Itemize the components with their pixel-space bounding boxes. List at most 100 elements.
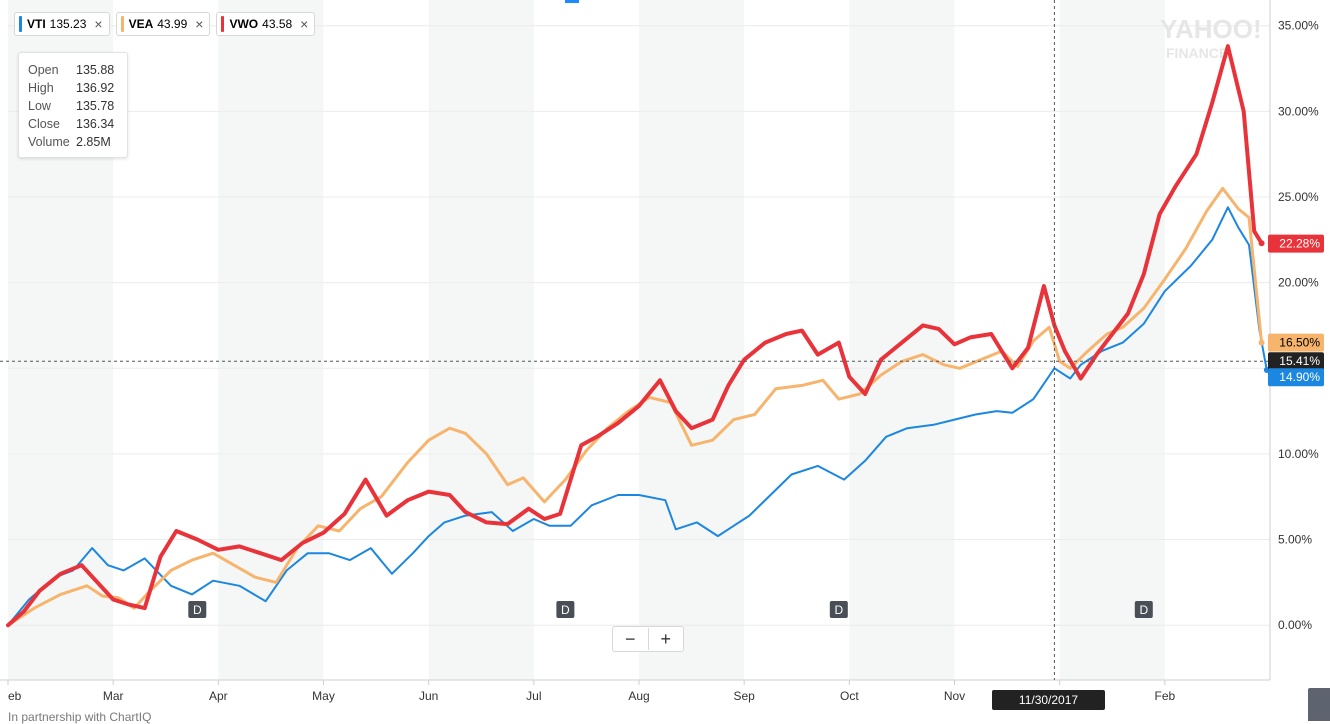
x-tick-label: eb xyxy=(8,689,22,703)
end-label-box xyxy=(1268,234,1324,253)
y-tick-label: 25.00% xyxy=(1278,190,1319,204)
dividend-label: D xyxy=(834,603,843,617)
dividend-label: D xyxy=(561,603,570,617)
ohlc-open-row: Open 135.88 xyxy=(19,61,127,79)
y-tick-label: 35.00% xyxy=(1278,19,1319,33)
dividend-marker[interactable]: D xyxy=(1134,601,1153,618)
vea-color-swatch xyxy=(120,16,124,32)
vwo-price: 43.58 xyxy=(262,17,293,31)
end-label: 14.90% xyxy=(1268,368,1324,387)
month-band xyxy=(639,0,745,680)
zoom-controls: − + xyxy=(612,626,684,652)
vea-symbol: VEA xyxy=(128,17,154,31)
low-value: 135.78 xyxy=(76,99,115,113)
watermark-line2: FINANCE xyxy=(1166,45,1228,61)
vea-price: 43.99 xyxy=(157,17,188,31)
x-tick-label: Jun xyxy=(419,689,438,703)
dividend-box xyxy=(1134,601,1153,618)
month-band xyxy=(849,0,955,680)
dividend-box xyxy=(556,601,575,618)
x-tick-label: Oct xyxy=(840,689,859,703)
x-tick-label: Aug xyxy=(628,689,649,703)
x-tick-label: Nov xyxy=(944,689,965,703)
ohlc-volume-row: Volume 2.85M xyxy=(19,133,127,151)
month-bands xyxy=(8,0,1165,680)
dividend-label: D xyxy=(193,603,202,617)
high-value: 136.92 xyxy=(76,81,115,95)
remove-vea-icon[interactable]: × xyxy=(195,16,204,32)
dividend-marker[interactable]: D xyxy=(829,601,848,618)
dividend-marker[interactable]: D xyxy=(556,601,575,618)
chartiq-credit: In partnership with ChartIQ xyxy=(8,710,152,724)
open-label: Open xyxy=(28,63,59,77)
legend-tag-vea[interactable]: VEA 43.99 × xyxy=(115,12,211,36)
volume-value: 2.85M xyxy=(76,135,111,149)
zoom-in-button[interactable]: + xyxy=(660,629,671,649)
series-lines xyxy=(6,44,1270,628)
month-band xyxy=(218,0,324,680)
x-tick-label: Mar xyxy=(103,689,124,703)
dividend-marker[interactable]: D xyxy=(188,601,207,618)
end-label-box xyxy=(1268,352,1324,371)
low-label: Low xyxy=(28,99,51,113)
vwo-symbol: VWO xyxy=(229,17,259,31)
end-value-labels: 22.28% 16.50% 15.41% 14.90% xyxy=(1268,234,1324,387)
yahoo-finance-watermark: YAHOO! FINANCE xyxy=(1160,14,1262,61)
open-value: 135.88 xyxy=(76,63,115,77)
close-label: Close xyxy=(28,117,60,131)
ohlc-tooltip: Open 135.88 High 136.92 Low 135.78 Close 136… xyxy=(18,52,128,158)
x-tick-label: Feb xyxy=(1154,689,1175,703)
end-label-text: 14.90% xyxy=(1279,370,1320,384)
end-label: 15.41% xyxy=(1268,352,1324,371)
end-label-box xyxy=(1268,333,1324,352)
y-tick-label: 10.00% xyxy=(1278,447,1319,461)
end-label-box xyxy=(1268,368,1324,387)
month-band xyxy=(428,0,534,680)
zoom-out-button[interactable]: − xyxy=(613,628,649,650)
x-tick-label: Apr xyxy=(209,689,228,703)
legend-tag-vwo[interactable]: VWO 43.58 × xyxy=(216,12,316,36)
vti-price: 135.23 xyxy=(49,17,87,31)
end-label: 22.28% xyxy=(1268,234,1324,253)
series-line-vwo[interactable] xyxy=(6,44,1264,628)
remove-vwo-icon[interactable]: × xyxy=(300,16,309,32)
end-label: 16.50% xyxy=(1268,333,1324,352)
series-end-point-vea xyxy=(1258,339,1265,346)
dividend-box xyxy=(188,601,207,618)
x-tick-label: Sep xyxy=(733,689,755,703)
crosshair xyxy=(0,0,1270,680)
ohlc-low-row: Low 135.78 xyxy=(19,97,127,115)
compare-legend: VTI 135.23 × VEA 43.99 × VWO 43.58 × xyxy=(14,12,316,36)
dividend-label: D xyxy=(1139,603,1148,617)
close-value: 136.34 xyxy=(76,117,115,131)
y-tick-label: 20.00% xyxy=(1278,276,1319,290)
ohlc-high-row: High 136.92 xyxy=(19,79,127,97)
end-label-text: 22.28% xyxy=(1279,237,1320,251)
vwo-color-swatch xyxy=(221,16,225,32)
y-tick-label: 30.00% xyxy=(1278,104,1319,118)
gridlines xyxy=(0,0,1271,681)
y-axis: 0.00%5.00%10.00%15.00%20.00%25.00%30.00%… xyxy=(1278,19,1319,632)
scroll-handle[interactable] xyxy=(1308,688,1330,721)
crosshair-date-label: 11/30/2017 xyxy=(992,690,1105,710)
month-band xyxy=(1059,0,1165,680)
legend-tag-vti[interactable]: VTI 135.23 × xyxy=(14,12,110,36)
vti-symbol: VTI xyxy=(27,17,46,31)
series-line-vti[interactable] xyxy=(7,206,1268,627)
watermark-line1: YAHOO! xyxy=(1160,14,1262,44)
x-tick-label: Jul xyxy=(526,689,541,703)
end-label-text: 15.41% xyxy=(1279,354,1320,368)
series-end-point-vwo xyxy=(1258,240,1265,247)
volume-label: Volume xyxy=(28,135,70,149)
vti-color-swatch xyxy=(19,16,22,32)
end-label-text: 16.50% xyxy=(1279,336,1320,350)
y-tick-label: 0.00% xyxy=(1278,618,1312,632)
y-tick-label: 5.00% xyxy=(1278,533,1312,547)
dividend-box xyxy=(829,601,848,618)
x-tick-label: May xyxy=(312,689,335,703)
remove-vti-icon[interactable]: × xyxy=(94,16,103,32)
top-range-marker xyxy=(565,0,579,3)
high-label: High xyxy=(28,81,54,95)
